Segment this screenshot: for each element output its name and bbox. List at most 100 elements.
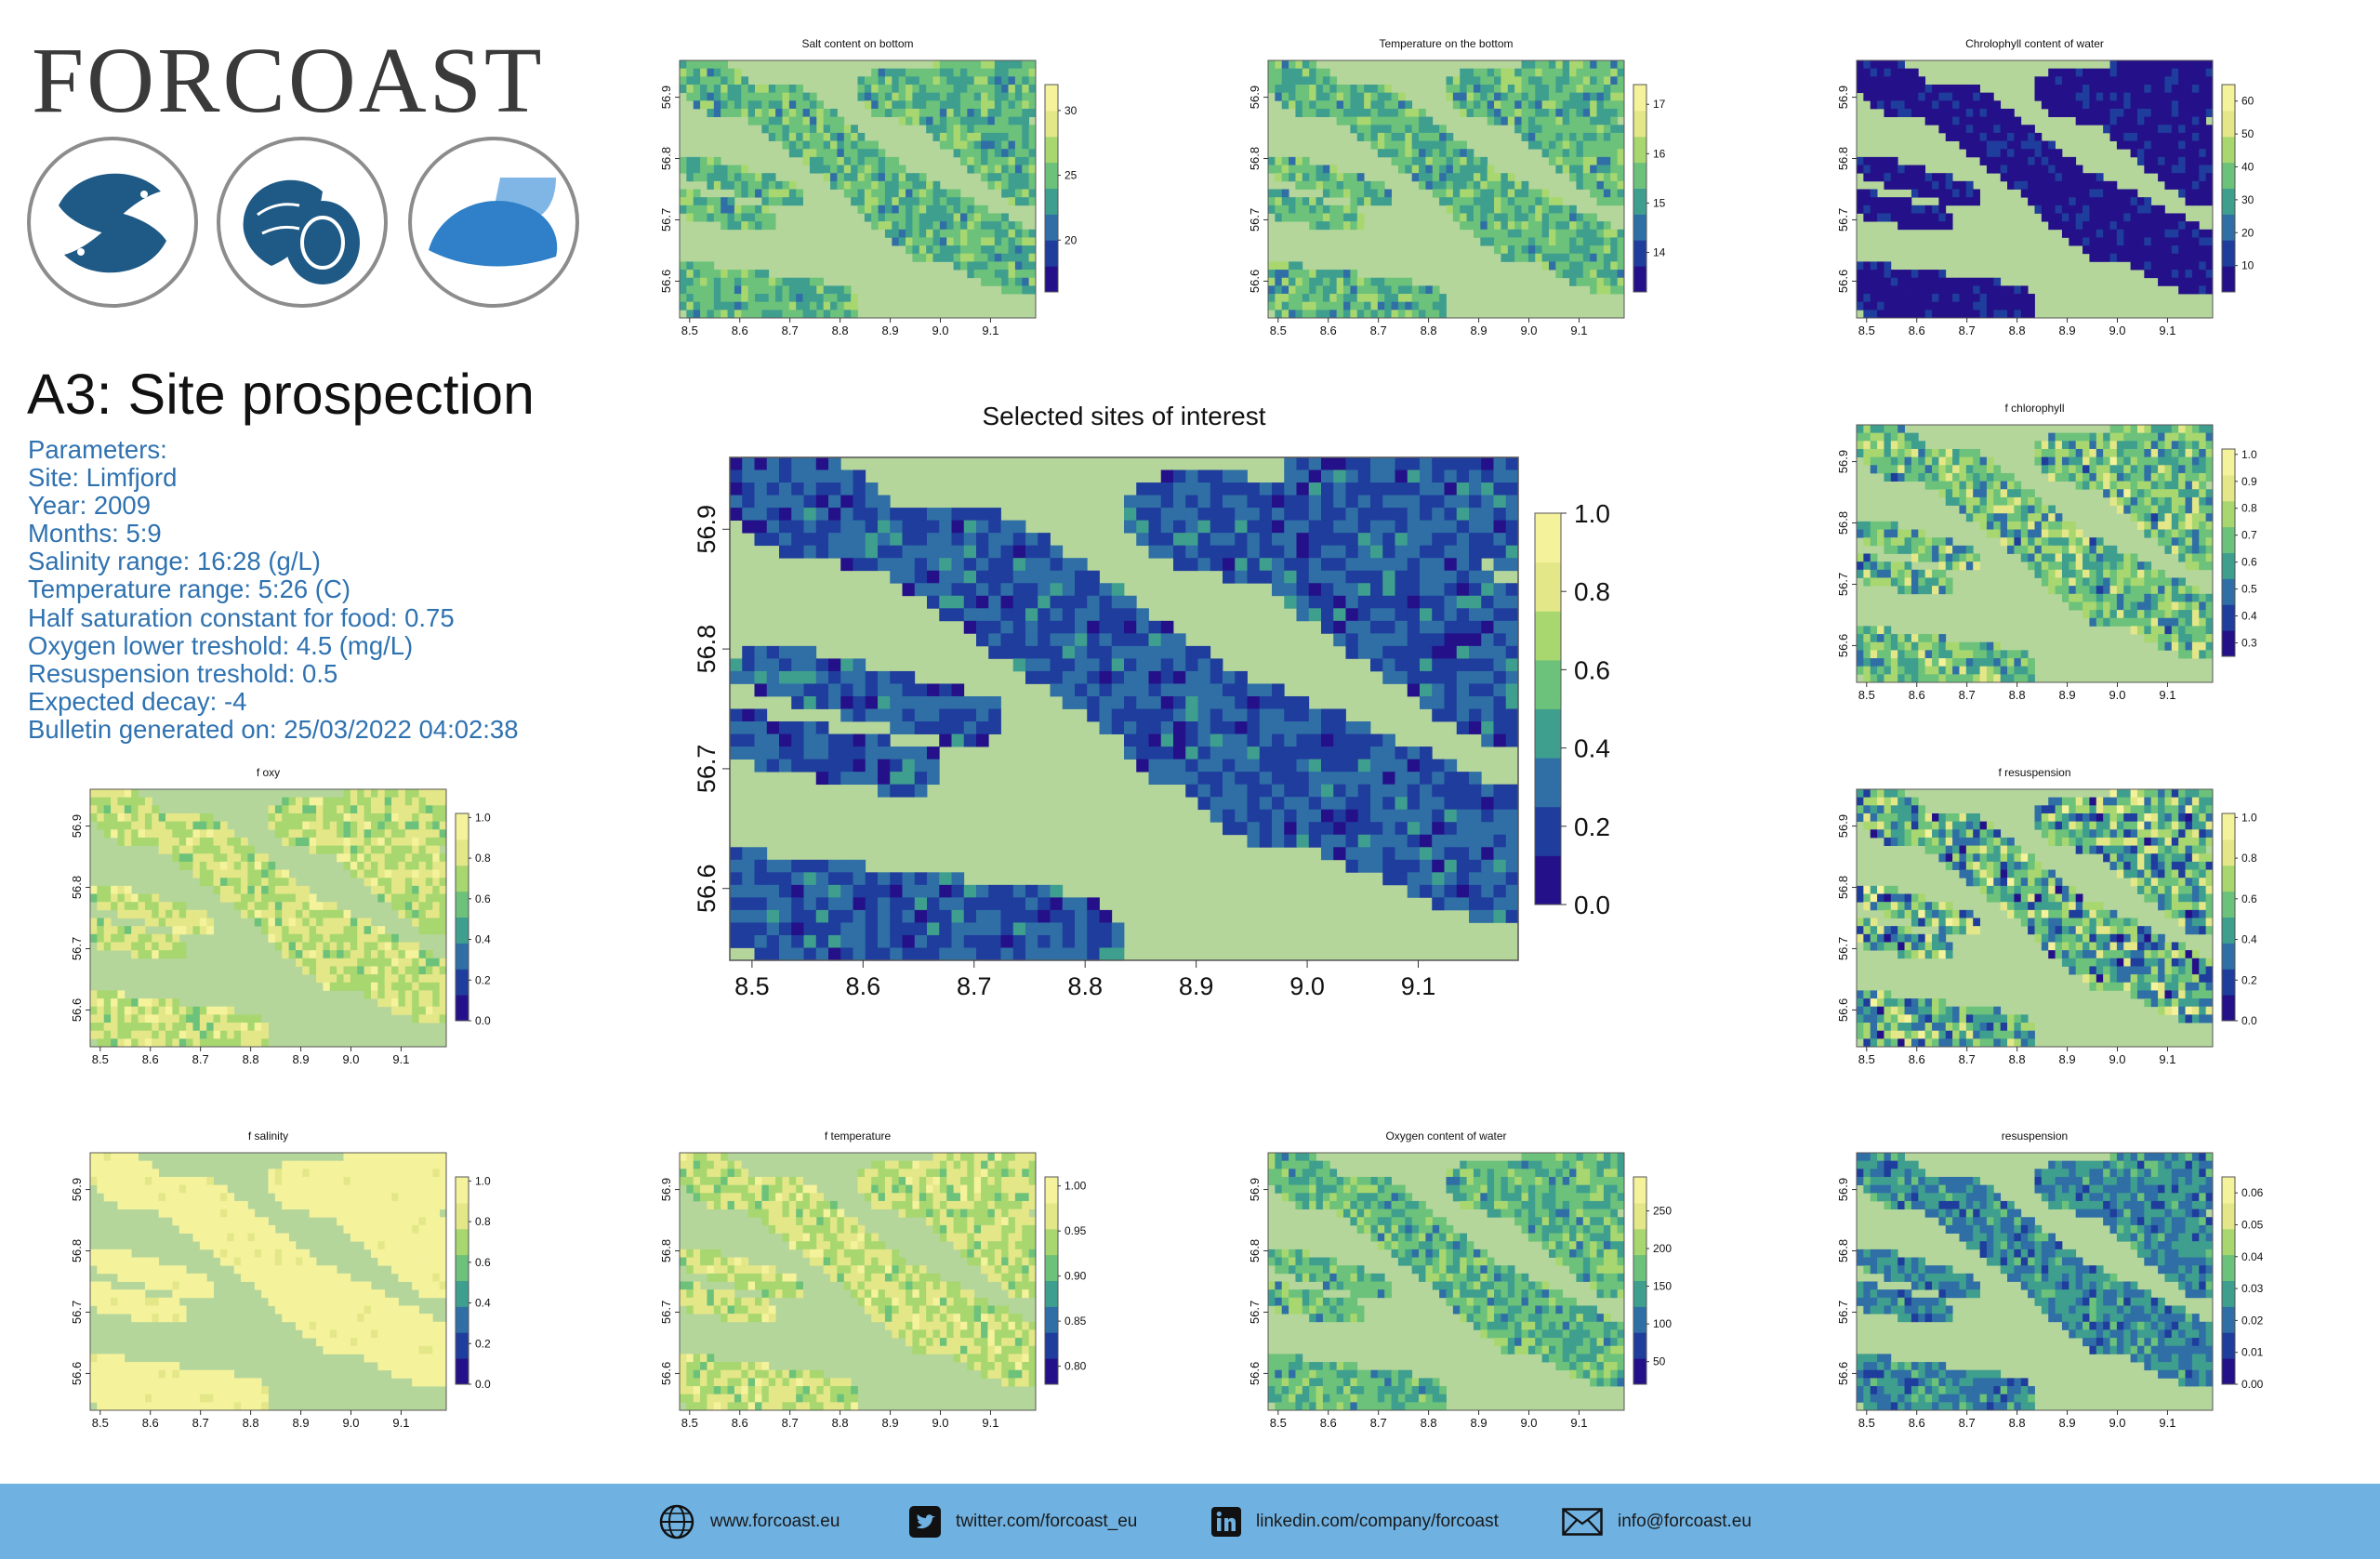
heatmap-cell: [1075, 633, 1088, 647]
heatmap-cell: [1576, 245, 1584, 255]
heatmap-cell: [919, 205, 927, 214]
heatmap-cell: [1329, 76, 1338, 86]
heatmap-cell: [1505, 733, 1519, 747]
heatmap-cell: [1514, 76, 1522, 86]
heatmap-cell: [1870, 626, 1878, 635]
heatmap-cell: [1062, 658, 1076, 672]
heatmap-cell: [1038, 545, 1051, 559]
heatmap-cell: [2205, 76, 2214, 86]
heatmap-cell: [1302, 310, 1310, 319]
heatmap-cell: [1284, 482, 1297, 495]
heatmap-cell: [1173, 695, 1186, 709]
heatmap-cell: [1924, 205, 1933, 214]
heatmap-cell: [1884, 472, 1892, 482]
heatmap-cell: [1986, 108, 1994, 117]
heatmap-cell: [700, 294, 707, 303]
heatmap-cell: [1357, 733, 1371, 747]
heatmap-cell: [779, 520, 792, 534]
heatmap-cell: [1411, 116, 1420, 126]
heatmap-cell: [1210, 520, 1223, 534]
heatmap-cell: [1357, 533, 1371, 547]
chart-main: Selected sites of interest 8.5 8.6 8.7 8.8 8.…: [681, 402, 1632, 1014]
heatmap-cell: [1391, 294, 1399, 303]
heatmap-cell: [1473, 108, 1481, 117]
heatmap-cell: [892, 205, 900, 214]
heatmap-cell: [1610, 132, 1619, 141]
heatmap-cell: [2150, 108, 2159, 117]
heatmap-cell: [981, 245, 988, 255]
heatmap-cell: [1420, 533, 1433, 547]
heatmap-cell: [2191, 285, 2200, 295]
heatmap-cell: [2178, 237, 2186, 246]
heatmap-cell: [1965, 472, 1974, 482]
page-title: A3: Site prospection: [27, 363, 535, 426]
heatmap-cell: [1973, 562, 1980, 571]
heatmap-cell: [884, 221, 892, 231]
heatmap-cell: [1395, 545, 1408, 559]
heatmap-cell: [828, 658, 841, 672]
heatmap-cell: [788, 84, 797, 94]
heatmap-cell: [2178, 270, 2186, 279]
heatmap-cell: [1535, 197, 1543, 206]
heatmap-cell: [2020, 310, 2029, 319]
heatmap-cell: [1099, 658, 1113, 672]
heatmap-cell: [1357, 797, 1371, 811]
heatmap-cell: [2199, 84, 2207, 94]
heatmap-cell: [927, 759, 940, 773]
heatmap-cell: [927, 570, 940, 584]
heatmap-cell: [2028, 513, 2035, 522]
heatmap-cell: [840, 495, 853, 509]
heatmap-cell: [976, 583, 989, 597]
heatmap-cell: [994, 100, 1002, 110]
heatmap-cell: [951, 872, 965, 886]
heatmap-cell: [1945, 586, 1953, 595]
heatmap-cell: [1555, 261, 1564, 271]
heatmap-cell: [1407, 520, 1421, 534]
heatmap-cell: [1444, 708, 1458, 722]
heatmap-cell: [2136, 116, 2145, 126]
heatmap-cell: [1322, 270, 1330, 279]
heatmap-cell: [1008, 76, 1016, 86]
heatmap-cell: [1932, 456, 1939, 466]
heatmap-cell: [963, 922, 977, 936]
heatmap-cell: [1493, 834, 1507, 848]
heatmap-cell: [1444, 583, 1458, 597]
heatmap-cell: [2178, 100, 2186, 110]
heatmap-cell: [1494, 213, 1501, 222]
heatmap-cell: [1469, 658, 1482, 672]
heatmap-cell: [1345, 847, 1359, 861]
heatmap-cell: [1481, 872, 1494, 886]
heatmap-cell: [853, 733, 866, 747]
heatmap-cell: [1562, 237, 1570, 246]
heatmap-cell: [967, 92, 975, 101]
heatmap-cell: [1370, 859, 1383, 873]
heatmap-cell: [686, 310, 694, 319]
heatmap-cell: [1407, 784, 1421, 798]
heatmap-cell: [1932, 666, 1939, 675]
heatmap-cell: [1877, 294, 1884, 303]
heatmap-cell: [2069, 100, 2077, 110]
heatmap-cell: [1000, 608, 1014, 622]
heatmap-cell: [1259, 570, 1273, 584]
heatmap-cell: [2150, 205, 2159, 214]
heatmap-cell: [1356, 92, 1365, 101]
heatmap-cell: [914, 922, 928, 936]
heatmap-cell: [1456, 658, 1470, 672]
heatmap-cell: [2048, 569, 2056, 578]
heatmap-cell: [1370, 482, 1383, 495]
heatmap-cell: [1493, 520, 1507, 534]
heatmap-cell: [730, 457, 743, 470]
heatmap-cell: [2199, 237, 2207, 246]
heatmap-cell: [1986, 505, 1994, 514]
heatmap-cell: [700, 310, 707, 319]
heatmap-cell: [2136, 92, 2145, 101]
heatmap-cell: [1493, 670, 1507, 684]
heatmap-cell: [1911, 221, 1919, 231]
heatmap-cell: [1405, 100, 1413, 110]
heatmap-cell: [775, 294, 783, 303]
heatmap-cell: [1562, 221, 1570, 231]
heatmap-cell: [1395, 482, 1408, 495]
heatmap-cell: [1111, 620, 1125, 634]
heatmap-cell: [1610, 68, 1619, 77]
heatmap-cell: [840, 859, 853, 873]
